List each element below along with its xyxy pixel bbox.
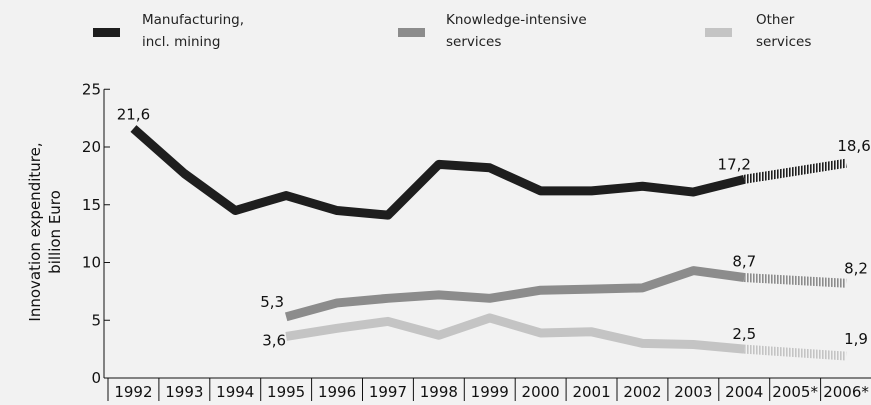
y-axis: 0 5 10 15 20 25 Innovation expenditure, billion… [26,80,110,387]
x-tick-label: 1993 [165,383,203,401]
data-label-other: 3,6 [262,331,286,349]
forecast-line-knowledge [743,273,847,288]
legend-swatch-knowledge [398,28,425,37]
legend-item-other: Other services [705,12,811,50]
y-tick-label: 20 [82,138,101,156]
x-tick-label: 2006* [823,383,869,401]
x-tick-label: 2000 [522,383,560,401]
data-label-other: 2,5 [732,325,756,343]
data-label-knowledge: 8,7 [732,253,756,271]
legend-label-manufacturing: Manufacturing, [142,12,244,28]
x-tick-label: 2002 [623,383,661,401]
y-axis-title-line: Innovation expenditure, [26,142,44,321]
data-label-manufacturing: 17,2 [718,155,751,173]
x-tick-label: 1996 [318,383,356,401]
y-tick-label: 15 [82,196,101,214]
y-axis-title-line: billion Euro [46,190,64,274]
data-label-manufacturing: 18,6 [837,137,870,155]
series-other [285,313,847,361]
legend-label-knowledge: services [446,34,501,50]
x-tick-label: 1994 [216,383,254,401]
data-labels: 21,6 17,2 18,6 5,3 8,7 8,2 3,6 2,5 1,9 [117,106,871,350]
legend-label-other: services [756,34,811,50]
series-line-other [285,313,745,354]
legend-swatch-manufacturing [93,28,120,37]
legend-swatch-other [705,28,732,37]
y-tick-label: 0 [91,369,101,387]
legend-item-knowledge: Knowledge-intensive services [398,12,587,50]
legend: Manufacturing, incl. mining Knowledge-inte… [93,12,811,50]
x-tick-label: 1999 [471,383,509,401]
x-tick-label: 2003 [674,383,712,401]
x-axis: 1992 1993 1994 1995 1996 1997 1998 1999 2000 2001… [104,377,871,401]
series-manufacturing [130,125,847,220]
plot-area [130,125,847,361]
legend-label-other: Other [756,12,795,28]
forecast-line-other [743,344,847,361]
x-tick-label: 1995 [267,383,305,401]
x-tick-label: 1992 [114,383,152,401]
y-tick-label: 25 [82,80,101,98]
series-line-manufacturing [130,125,746,220]
legend-item-manufacturing: Manufacturing, incl. mining [93,12,244,50]
x-tick-label: 1998 [420,383,458,401]
data-label-knowledge: 5,3 [260,293,284,311]
series-line-knowledge [284,266,745,322]
x-tick-label: 2001 [572,383,610,401]
series-knowledge [284,266,847,322]
x-tick-label: 2005* [772,383,818,401]
legend-label-knowledge: Knowledge-intensive [446,12,587,28]
y-axis-title: Innovation expenditure, billion Euro [26,142,64,321]
data-label-knowledge: 8,2 [844,259,868,277]
y-tick-label: 10 [82,254,101,272]
x-tick-label: 1997 [369,383,407,401]
legend-label-manufacturing: incl. mining [142,34,220,50]
data-label-other: 1,9 [844,330,868,348]
data-label-manufacturing: 21,6 [117,106,150,124]
forecast-line-manufacturing [743,158,847,184]
y-tick-label: 5 [91,311,101,329]
x-tick-label: 2004 [725,383,763,401]
